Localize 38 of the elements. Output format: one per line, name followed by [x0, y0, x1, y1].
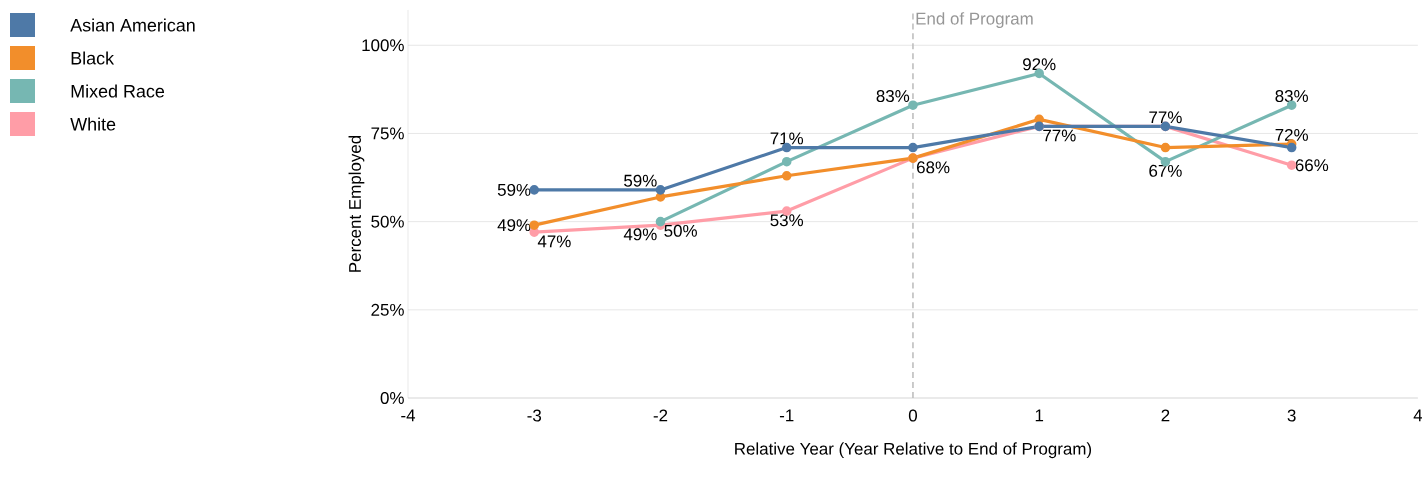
legend-label: Mixed Race — [71, 84, 165, 98]
data-label: 77% — [1149, 111, 1182, 124]
data-label: 47% — [537, 235, 571, 248]
x-tick-label: 4 — [1413, 409, 1422, 422]
y-tick-label: 0% — [380, 392, 404, 404]
y-tick-label: 75% — [371, 127, 404, 140]
x-tick-label: -4 — [401, 409, 416, 422]
ref-line-label: End of Program — [916, 12, 1033, 28]
y-tick-label: 100% — [362, 39, 404, 52]
y-tick-label: 25% — [371, 303, 404, 316]
legend-label: Asian American — [70, 18, 195, 32]
y-axis-title: Percent Employed — [348, 135, 365, 272]
y-tick-label: 50% — [371, 215, 404, 228]
x-tick-label: 3 — [1287, 409, 1296, 422]
data-label: 53% — [770, 214, 804, 227]
x-tick-label: 0 — [908, 409, 918, 422]
data-label: 83% — [1275, 90, 1308, 103]
data-label: 68% — [917, 161, 950, 174]
x-tick-label: 2 — [1161, 409, 1170, 422]
data-label: 59% — [497, 183, 531, 196]
data-label: 49% — [623, 228, 657, 241]
data-label: 67% — [1149, 164, 1182, 177]
x-tick-label: -2 — [653, 409, 668, 422]
data-label: 71% — [770, 132, 804, 145]
x-axis-title: Relative Year (Year Relative to End of Program) — [735, 442, 1092, 459]
data-label: 72% — [1275, 128, 1308, 141]
x-tick-label: 1 — [1035, 409, 1044, 422]
data-label: 50% — [664, 224, 697, 237]
legend-label: White — [70, 117, 116, 131]
data-label: 66% — [1295, 159, 1329, 172]
data-label: 83% — [876, 90, 910, 103]
x-tick-label: -3 — [527, 409, 542, 422]
legend-label: Black — [71, 51, 115, 65]
data-label: 49% — [497, 219, 531, 232]
x-tick-label: -1 — [779, 409, 794, 422]
data-label: 92% — [1023, 58, 1056, 71]
data-label: 77% — [1043, 129, 1076, 142]
data-label: 59% — [624, 174, 657, 187]
